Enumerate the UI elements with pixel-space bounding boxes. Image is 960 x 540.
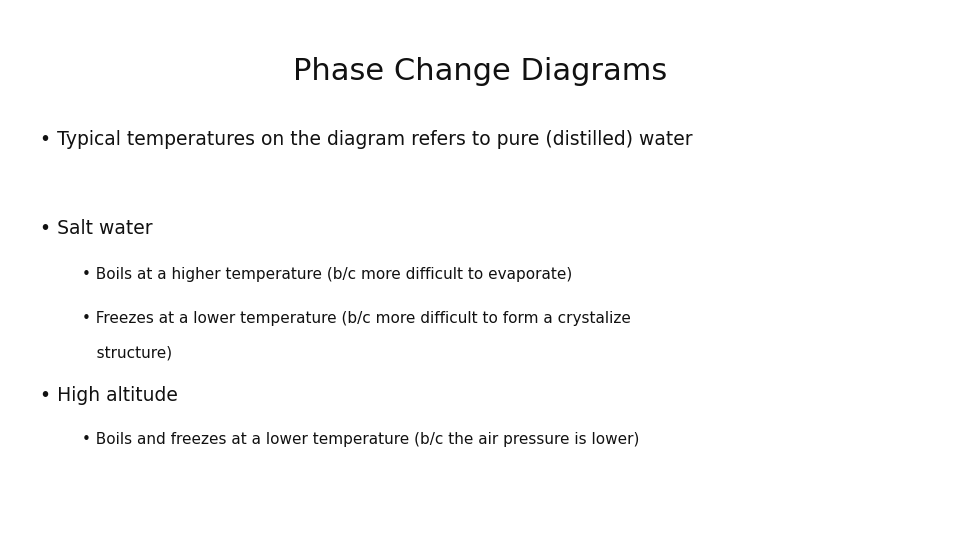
Text: Phase Change Diagrams: Phase Change Diagrams (293, 57, 667, 86)
Text: structure): structure) (82, 346, 172, 361)
Text: • Salt water: • Salt water (40, 219, 153, 238)
Text: • Boils and freezes at a lower temperature (b/c the air pressure is lower): • Boils and freezes at a lower temperatu… (82, 432, 639, 447)
Text: • Typical temperatures on the diagram refers to pure (distilled) water: • Typical temperatures on the diagram re… (40, 130, 693, 148)
Text: • High altitude: • High altitude (40, 386, 179, 405)
Text: • Freezes at a lower temperature (b/c more difficult to form a crystalize: • Freezes at a lower temperature (b/c mo… (82, 310, 631, 326)
Text: • Boils at a higher temperature (b/c more difficult to evaporate): • Boils at a higher temperature (b/c mor… (82, 267, 572, 282)
